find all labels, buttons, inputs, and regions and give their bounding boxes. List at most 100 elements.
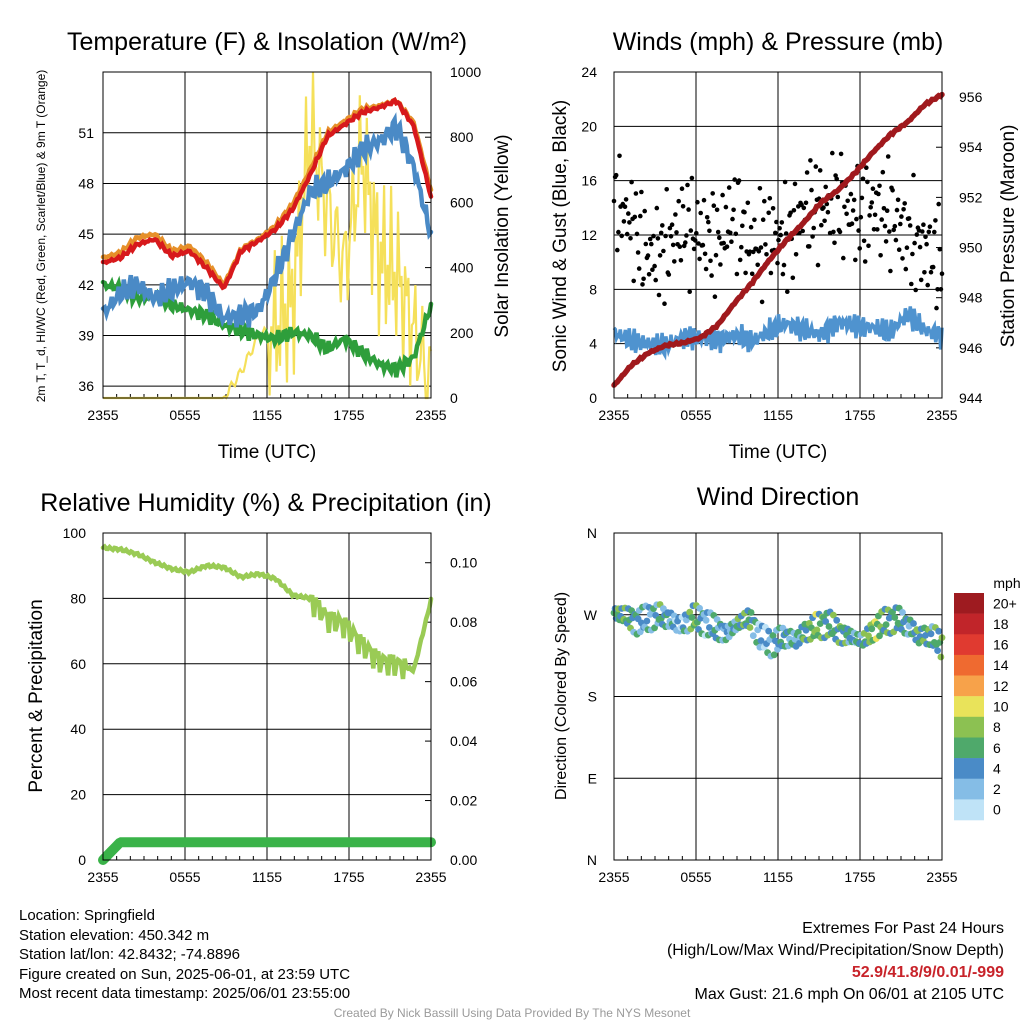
gust-point xyxy=(638,213,643,219)
gust-point xyxy=(758,245,764,250)
gust-point xyxy=(777,226,782,231)
direction-point xyxy=(937,653,945,661)
direction-point xyxy=(643,617,651,625)
gust-point xyxy=(894,207,900,213)
gust-point xyxy=(938,287,944,292)
gust-point xyxy=(687,289,692,295)
winds-xtick-label: 1155 xyxy=(763,407,793,423)
gust-point xyxy=(708,258,713,264)
gust-point xyxy=(668,234,674,239)
gust-point xyxy=(783,231,789,236)
gust-point xyxy=(757,186,763,191)
gust-point xyxy=(877,183,882,189)
gust-point xyxy=(878,253,883,258)
gust-point xyxy=(721,240,726,246)
gust-point xyxy=(867,213,872,218)
gust-point xyxy=(935,287,940,292)
gust-point xyxy=(639,189,644,195)
humidity-ytick-label: 40 xyxy=(70,721,86,737)
gust-point xyxy=(632,214,638,220)
gust-point xyxy=(859,195,865,201)
gust-point xyxy=(917,244,923,250)
gust-point xyxy=(650,267,655,273)
direction-point xyxy=(757,637,765,644)
series-hiwc-line xyxy=(100,112,434,328)
gust-point xyxy=(634,231,640,237)
gust-point xyxy=(739,244,744,250)
gust-point xyxy=(709,273,714,278)
gust-point xyxy=(865,179,870,185)
gust-point xyxy=(649,241,654,247)
winds-ytick-label: 4 xyxy=(589,336,597,352)
winds-ytick-label: 16 xyxy=(581,173,597,189)
humidity-ytick-label: 60 xyxy=(70,656,86,672)
humidity-y2tick-label: 0.08 xyxy=(450,614,477,630)
extremes-title: Extremes For Past 24 Hours xyxy=(802,920,1004,937)
gust-point xyxy=(869,200,875,205)
gust-point xyxy=(880,169,886,175)
gust-point xyxy=(853,257,858,263)
gust-point xyxy=(927,224,933,229)
series-2m-temp-line xyxy=(100,97,434,291)
gust-point xyxy=(736,178,742,183)
colorbar-title: mph xyxy=(993,575,1020,591)
colorbar-label: 0 xyxy=(993,802,1001,818)
colorbar-label: 20+ xyxy=(993,595,1017,611)
gust-point xyxy=(888,268,893,274)
colorbar-label: 18 xyxy=(993,616,1009,632)
gust-point xyxy=(910,251,915,257)
gust-point xyxy=(862,259,868,264)
gust-point xyxy=(627,220,632,225)
gust-point xyxy=(800,228,805,234)
humidity-y2tick-label: 0.00 xyxy=(450,852,477,868)
gust-point xyxy=(730,216,735,222)
gust-point xyxy=(809,187,814,193)
gust-point xyxy=(891,227,896,233)
temperature-xlabel: Time (UTC) xyxy=(218,442,317,463)
gust-point xyxy=(879,217,884,222)
gust-point xyxy=(695,199,700,205)
temperature-y2tick-label: 1000 xyxy=(450,64,481,80)
gust-point xyxy=(932,229,937,235)
humidity-xtick-label: 2355 xyxy=(87,869,118,885)
gust-point xyxy=(936,201,941,207)
gust-point xyxy=(641,276,646,282)
colorbar-swatch xyxy=(954,634,984,656)
direction-ytick-label: S xyxy=(588,689,597,705)
winds-y2tick-label: 946 xyxy=(959,340,983,356)
direction-xtick-label: 1155 xyxy=(763,869,793,885)
humidity-ytick-label: 0 xyxy=(78,852,86,868)
gust-point xyxy=(704,215,710,220)
gust-point xyxy=(819,222,824,228)
recent-data-text: Most recent data timestamp: 2025/06/01 2… xyxy=(19,985,351,1003)
direction-point xyxy=(706,624,713,631)
gust-point xyxy=(933,218,938,223)
gust-point xyxy=(854,216,859,222)
gust-point xyxy=(838,151,844,157)
gust-point xyxy=(619,233,624,239)
humidity-plot-frame xyxy=(102,532,432,861)
temperature-ytick-label: 45 xyxy=(78,226,94,242)
temperature-plot-frame xyxy=(102,71,432,399)
gust-point xyxy=(883,239,889,244)
colorbar-swatch xyxy=(954,737,984,759)
gust-point xyxy=(892,223,898,229)
gust-point xyxy=(804,170,810,175)
gust-point xyxy=(763,242,768,247)
gust-point xyxy=(647,236,653,242)
direction-point xyxy=(935,627,943,635)
gust-point xyxy=(850,208,856,213)
gust-point xyxy=(834,176,839,182)
gust-point xyxy=(740,223,745,229)
direction-point xyxy=(696,604,703,612)
gust-point xyxy=(881,206,887,211)
gust-point xyxy=(685,182,690,188)
gust-point xyxy=(726,185,732,190)
gust-point xyxy=(662,301,667,307)
gust-point xyxy=(801,205,807,211)
temperature-y2tick-label: 800 xyxy=(450,129,474,145)
direction-point xyxy=(802,626,810,634)
gust-point xyxy=(629,179,634,185)
direction-point xyxy=(899,609,906,616)
gust-point xyxy=(913,287,918,293)
